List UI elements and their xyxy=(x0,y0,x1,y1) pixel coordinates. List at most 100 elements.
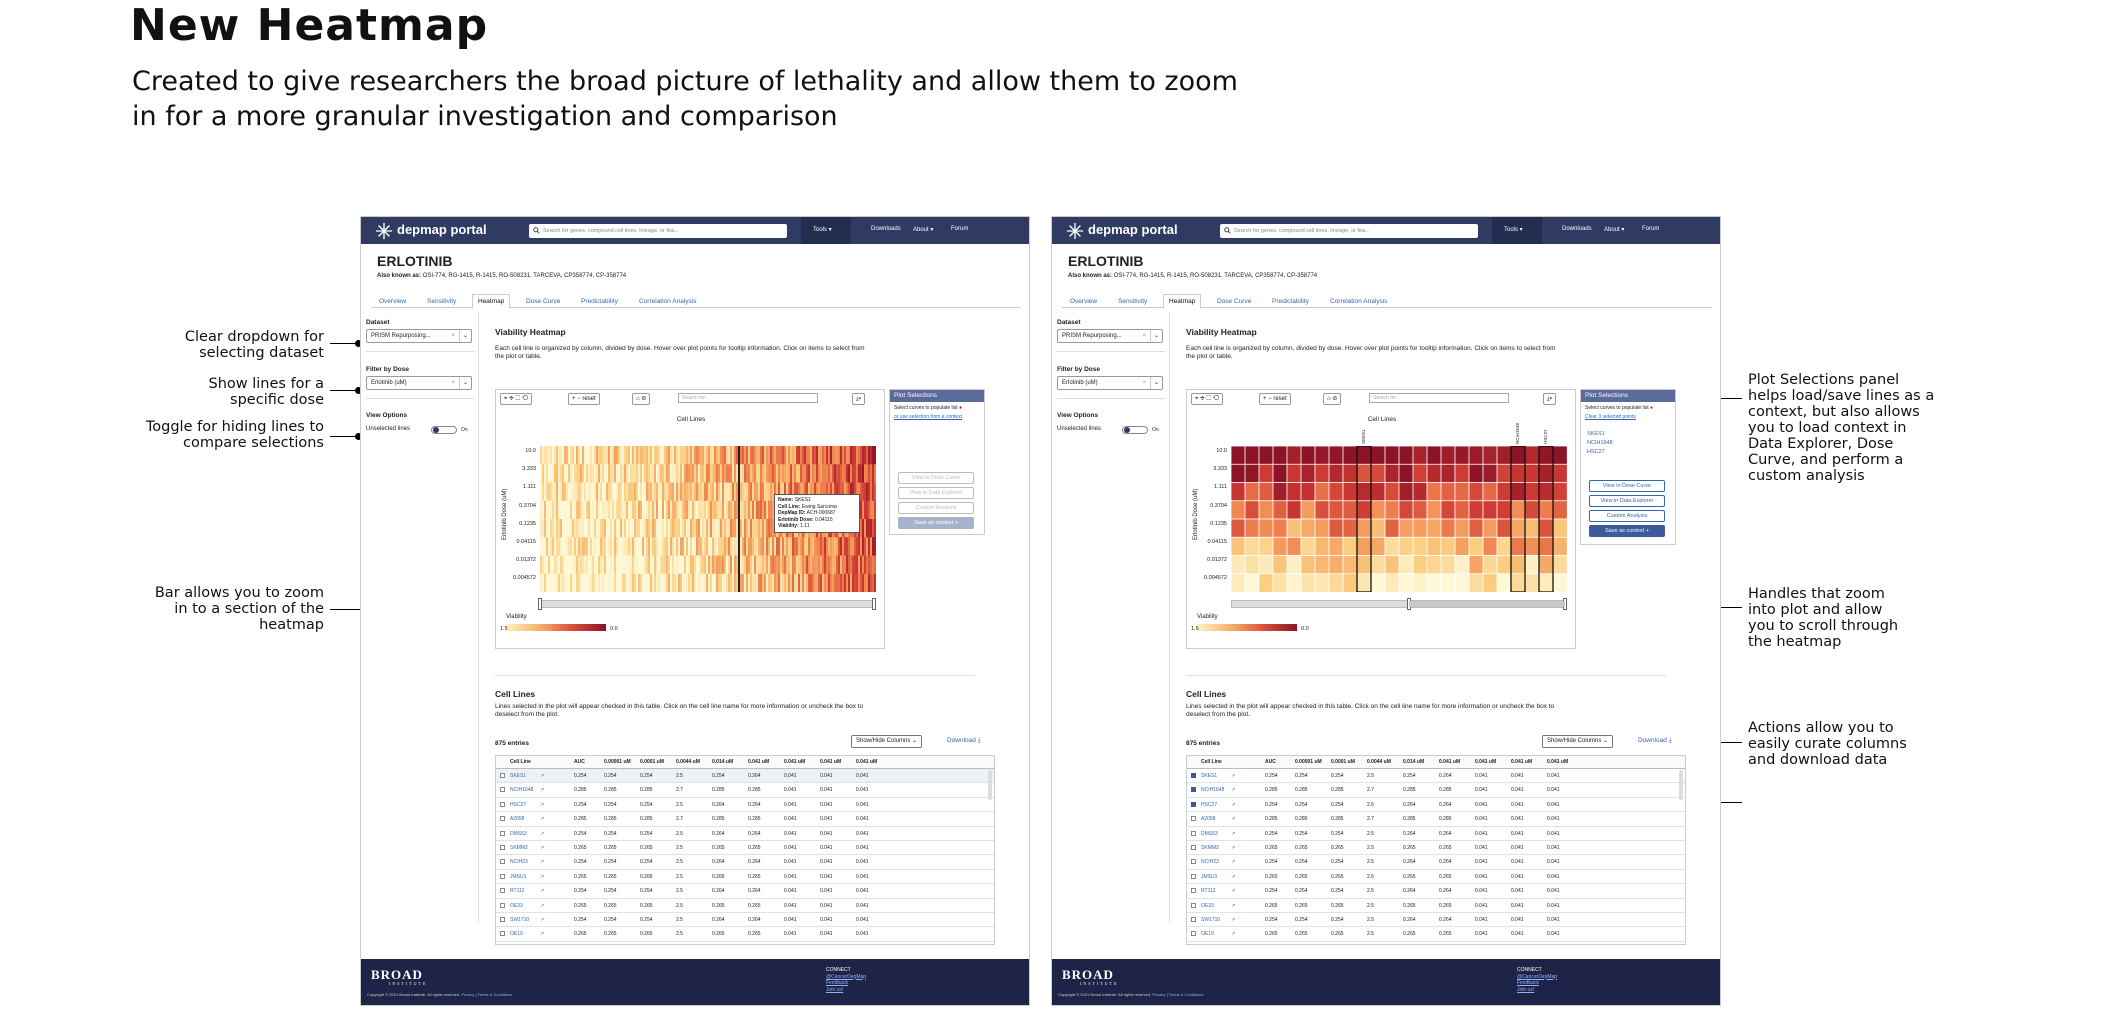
heatmap-cell[interactable] xyxy=(794,573,797,592)
heatmap-cell[interactable] xyxy=(670,573,673,592)
heatmap-cell[interactable] xyxy=(548,464,551,483)
row-checkbox[interactable] xyxy=(500,931,505,937)
external-link-icon[interactable]: ↗ xyxy=(540,844,545,851)
heatmap-cell[interactable] xyxy=(598,555,601,575)
tab-overview[interactable]: Overview xyxy=(1070,298,1098,305)
heatmap-cell[interactable] xyxy=(718,482,721,502)
heatmap-cell[interactable] xyxy=(1286,500,1302,520)
heatmap-cell[interactable] xyxy=(772,519,775,538)
heatmap-cell[interactable] xyxy=(1524,446,1540,465)
heatmap-cell[interactable] xyxy=(690,482,693,502)
heatmap-cell[interactable] xyxy=(722,519,725,538)
heatmap-cell[interactable] xyxy=(1510,573,1526,592)
heatmap-cell[interactable] xyxy=(562,537,565,556)
heatmap-cell[interactable] xyxy=(622,573,625,592)
heatmap-cell[interactable] xyxy=(668,464,671,483)
heatmap-cell[interactable] xyxy=(682,482,685,502)
heatmap-cell[interactable] xyxy=(624,464,627,483)
heatmap-cell[interactable] xyxy=(580,519,583,538)
heatmap-cell[interactable] xyxy=(608,573,611,592)
heatmap-cell[interactable] xyxy=(592,464,595,483)
heatmap-cell[interactable] xyxy=(658,573,661,592)
heatmap-cell[interactable] xyxy=(622,519,625,538)
column-header[interactable]: 0.0044 uM xyxy=(676,759,700,765)
tab-sensitivity[interactable]: Sensitivity xyxy=(1118,298,1148,305)
heatmap-cell[interactable] xyxy=(696,446,699,465)
heatmap-cell[interactable] xyxy=(604,537,607,556)
heatmap-cell[interactable] xyxy=(654,555,657,575)
heatmap-cell[interactable] xyxy=(728,573,731,592)
heatmap-cell[interactable] xyxy=(586,482,589,502)
heatmap-cell[interactable] xyxy=(584,500,587,520)
heatmap-cell[interactable] xyxy=(546,555,549,575)
heatmap-cell[interactable] xyxy=(628,519,631,538)
heatmap-cell[interactable] xyxy=(622,446,625,465)
heatmap-cell[interactable] xyxy=(808,482,811,502)
heatmap-cell[interactable] xyxy=(568,519,571,538)
heatmap-cell[interactable] xyxy=(1314,573,1330,592)
heatmap-cell[interactable] xyxy=(616,500,619,520)
heatmap-cell[interactable] xyxy=(700,555,703,575)
heatmap-cell[interactable] xyxy=(832,482,835,502)
heatmap-cell[interactable] xyxy=(562,573,565,592)
heatmap-cell[interactable] xyxy=(838,464,841,483)
heatmap-cell[interactable] xyxy=(1244,573,1260,592)
heatmap-cell[interactable] xyxy=(626,519,629,538)
heatmap-cell[interactable] xyxy=(1370,482,1386,502)
heatmap-cell[interactable] xyxy=(750,537,753,556)
heatmap-cell[interactable] xyxy=(742,519,745,538)
heatmap-cell[interactable] xyxy=(824,537,827,556)
heatmap-cell[interactable] xyxy=(762,464,765,483)
heatmap-cell[interactable] xyxy=(568,482,571,502)
heatmap-cell[interactable] xyxy=(714,446,717,465)
heatmap-cell[interactable] xyxy=(826,446,829,465)
table-row[interactable]: SKMM2 ↗ 0.265 0.265 0.265 2.5 0.265 0.265 0.041 0… xyxy=(1187,841,1685,856)
heatmap-cell[interactable] xyxy=(704,555,707,575)
download-link[interactable]: Download ⤓ xyxy=(947,737,981,744)
heatmap-cell[interactable] xyxy=(596,537,599,556)
heatmap-cell[interactable] xyxy=(576,555,579,575)
heatmap-cell[interactable] xyxy=(748,500,751,520)
heatmap-cell[interactable] xyxy=(602,519,605,538)
heatmap-cell[interactable] xyxy=(560,500,563,520)
heatmap-cell[interactable] xyxy=(638,464,641,483)
heatmap-cell[interactable] xyxy=(570,519,573,538)
heatmap-cell[interactable] xyxy=(618,537,621,556)
heatmap-cell[interactable] xyxy=(600,482,603,502)
heatmap-cell[interactable] xyxy=(856,446,859,465)
heatmap-cell[interactable] xyxy=(570,573,573,592)
heatmap-cell[interactable] xyxy=(646,555,649,575)
heatmap-cell[interactable] xyxy=(688,500,691,520)
heatmap-cell[interactable] xyxy=(824,446,827,465)
heatmap-cell[interactable] xyxy=(862,500,865,520)
row-checkbox[interactable] xyxy=(500,902,505,908)
heatmap-cell[interactable] xyxy=(1538,500,1554,520)
heatmap-cell[interactable] xyxy=(746,555,749,575)
heatmap-cell[interactable] xyxy=(1314,500,1330,520)
heatmap-cell[interactable] xyxy=(1370,555,1386,575)
heatmap-cell[interactable] xyxy=(822,446,825,465)
heatmap-cell[interactable] xyxy=(686,482,689,502)
heatmap-cell[interactable] xyxy=(1370,518,1386,538)
heatmap-cell[interactable] xyxy=(748,464,751,483)
heatmap-cell[interactable] xyxy=(628,464,631,483)
heatmap-cell[interactable] xyxy=(632,464,635,483)
heatmap-cell[interactable] xyxy=(686,537,689,556)
heatmap-cell[interactable] xyxy=(794,482,797,502)
nav-about[interactable]: About ▾ xyxy=(913,227,934,233)
heatmap-cell[interactable] xyxy=(550,500,553,520)
heatmap-cell[interactable] xyxy=(582,500,585,520)
heatmap-cell[interactable] xyxy=(844,537,847,556)
heatmap-cell[interactable] xyxy=(802,573,805,592)
heatmap-cell[interactable] xyxy=(692,464,695,483)
heatmap-cell[interactable] xyxy=(614,500,617,520)
heatmap-cell[interactable] xyxy=(764,537,767,556)
heatmap-cell[interactable] xyxy=(868,446,871,465)
heatmap-cell[interactable] xyxy=(724,519,727,538)
heatmap-cell[interactable] xyxy=(770,537,773,556)
heatmap-cell[interactable] xyxy=(1272,463,1288,484)
selected-column-outline[interactable] xyxy=(1356,446,1372,592)
column-header[interactable]: 0.041 uM xyxy=(1547,759,1569,765)
heatmap-cell[interactable] xyxy=(560,519,563,538)
heatmap-cell[interactable] xyxy=(546,500,549,520)
